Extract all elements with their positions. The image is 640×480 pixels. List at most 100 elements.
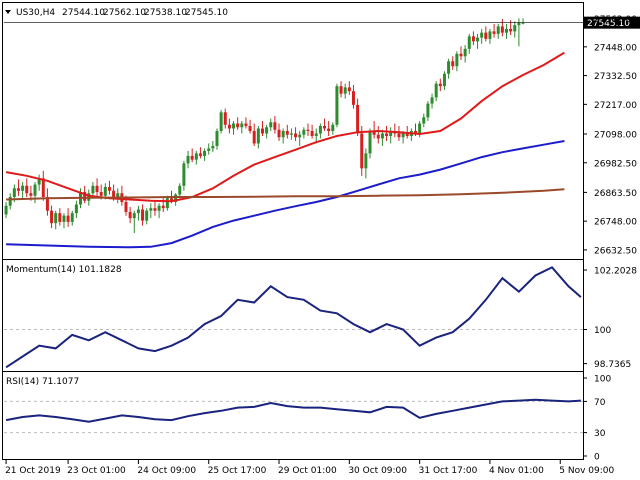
candle-body <box>70 213 74 222</box>
candle-body <box>269 122 273 128</box>
candle-body <box>128 211 132 219</box>
momentum-line <box>5 266 582 369</box>
y-tick-label: 27098.00 <box>594 130 637 140</box>
candle-body <box>12 188 16 197</box>
candle-body <box>211 145 215 149</box>
candle-body <box>149 208 153 211</box>
candle-body <box>492 31 496 34</box>
candle-body <box>335 86 339 125</box>
header-open: 27544.10 <box>62 8 105 18</box>
candle-body <box>99 192 103 196</box>
candle-body <box>95 185 99 193</box>
candle-body <box>389 131 393 136</box>
candle-body <box>343 87 347 94</box>
candle-body <box>418 123 422 134</box>
moving-average-line <box>6 140 565 249</box>
x-tick-label: 24 Oct 09:00 <box>137 466 196 476</box>
header-close: 27545.10 <box>185 8 228 18</box>
candle-body <box>182 163 186 186</box>
candle-body <box>37 178 41 185</box>
candle-body <box>141 209 145 221</box>
candle-body <box>281 131 285 138</box>
candle-body <box>4 205 8 215</box>
candle-body <box>50 210 54 224</box>
candle-body <box>8 196 12 206</box>
candle-body <box>25 185 29 194</box>
candle-body <box>360 133 364 169</box>
candle-body <box>145 210 149 221</box>
candle-body <box>298 134 302 138</box>
candle-body <box>223 112 227 125</box>
y-tick-label: 102.2028 <box>594 267 637 277</box>
candle-body <box>459 53 463 57</box>
y-tick-label: 0 <box>594 453 600 463</box>
candle-body <box>116 193 120 197</box>
candle-body <box>496 26 500 34</box>
rsi-pane[interactable] <box>2 371 584 460</box>
candle-body <box>314 133 318 136</box>
header-low: 27538.10 <box>144 8 187 18</box>
candle-body <box>368 131 372 154</box>
candle-body <box>260 128 264 134</box>
candle-body <box>103 187 107 196</box>
candle-body <box>265 127 269 134</box>
candle-body <box>174 194 178 202</box>
candle-body <box>227 124 231 129</box>
candle-body <box>327 128 331 131</box>
candle-body <box>426 103 430 118</box>
candle-body <box>331 124 335 131</box>
price-header: US30,H4 27544.10 27562.10 27538.10 27545… <box>5 8 228 18</box>
candle-body <box>306 129 310 131</box>
candle-body <box>29 193 33 196</box>
candle-body <box>252 131 256 144</box>
candle-body <box>21 185 25 191</box>
candle-body <box>153 208 157 211</box>
candle-body <box>364 153 368 169</box>
candle-body <box>219 112 223 131</box>
current-price-tag <box>584 16 640 29</box>
candle-body <box>91 185 95 194</box>
candle-body <box>161 205 165 209</box>
rsi-series-layer <box>4 398 583 434</box>
candle-body <box>165 198 169 209</box>
collapse-triangle-icon[interactable] <box>5 10 11 14</box>
candle-body <box>203 150 207 156</box>
current-price-label: 27545.10 <box>587 19 630 29</box>
rsi-title: RSI(14) 71.1077 <box>6 377 79 387</box>
candle-body <box>455 53 459 67</box>
candle-body <box>339 86 343 94</box>
candle-body <box>302 129 306 135</box>
candle-body <box>463 48 467 57</box>
candle-body <box>178 185 182 195</box>
candle-body <box>438 83 442 87</box>
candle-body <box>476 37 480 42</box>
candle-body <box>323 126 327 129</box>
candle-body <box>376 134 380 139</box>
candle-body <box>256 128 260 144</box>
candle-body <box>236 123 240 128</box>
y-tick-label: 26632.50 <box>594 246 637 256</box>
candle-body <box>33 184 37 196</box>
y-tick-label: 70 <box>594 398 606 408</box>
candle-body <box>509 28 513 32</box>
y-tick-label: 100 <box>594 375 611 385</box>
candle-body <box>136 209 140 214</box>
candle-body <box>124 201 128 212</box>
momentum-pane[interactable] <box>2 259 584 372</box>
candle-body <box>186 155 190 164</box>
candle-body <box>504 28 508 33</box>
header-symbol: US30,H4 <box>16 8 55 18</box>
y-tick-label: 100 <box>594 326 611 336</box>
candle-body <box>285 131 289 135</box>
candle-body <box>66 215 70 222</box>
candle-body <box>442 73 446 87</box>
x-tick-label: 25 Oct 17:00 <box>208 466 267 476</box>
price-pane[interactable] <box>2 2 584 260</box>
x-tick-label: 4 Nov 01:00 <box>489 466 544 476</box>
candle-body <box>310 131 314 136</box>
candle-body <box>434 83 438 98</box>
candle-body <box>347 87 351 92</box>
candle-body <box>422 117 426 124</box>
candle-body <box>480 32 484 38</box>
